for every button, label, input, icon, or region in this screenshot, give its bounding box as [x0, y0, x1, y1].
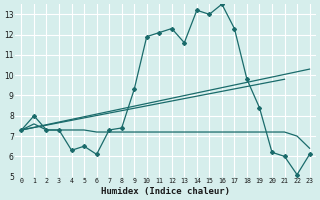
X-axis label: Humidex (Indice chaleur): Humidex (Indice chaleur) [101, 187, 230, 196]
